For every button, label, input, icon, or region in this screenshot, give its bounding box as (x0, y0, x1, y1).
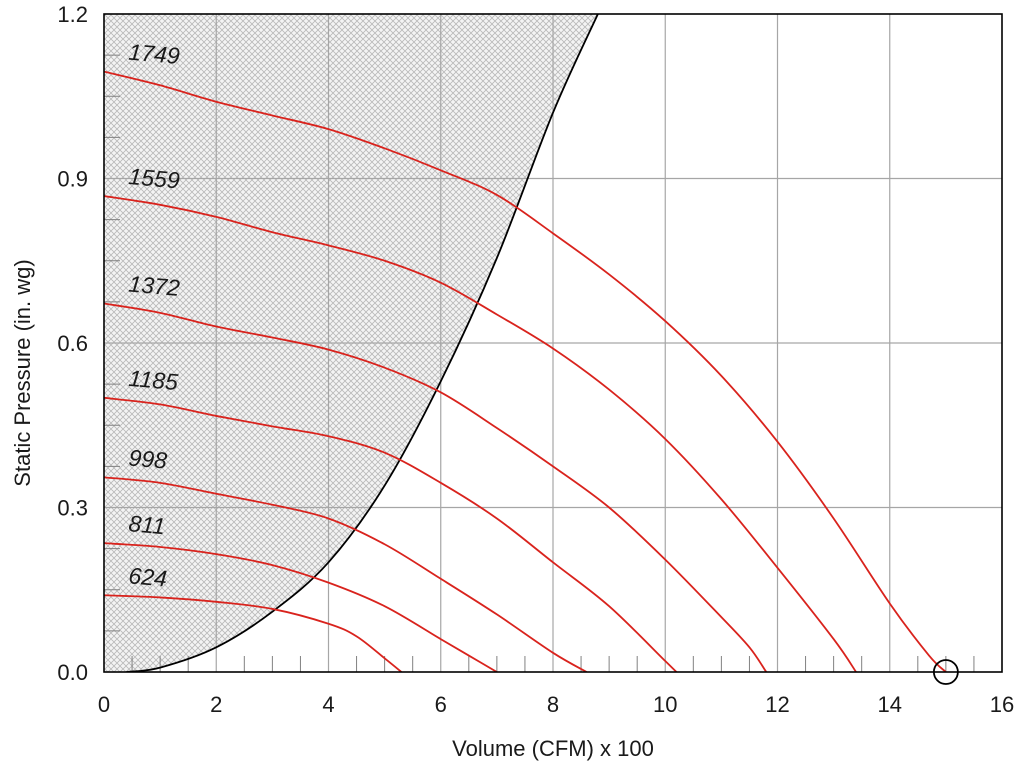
fan-curve-rpm-1559 (104, 195, 857, 672)
curve-label-rpm-1559: 1559 (128, 163, 181, 193)
y-tick-label: 1.2 (57, 2, 88, 27)
x-axis-title: Volume (CFM) x 100 (452, 736, 654, 761)
curve-labels: 624 811 998 1185 1372 1559 1749 (128, 39, 181, 592)
fan-curve-rpm-998 (104, 476, 588, 672)
y-axis-title: Static Pressure (in. wg) (10, 259, 35, 486)
y-tick-label: 0.9 (57, 167, 88, 192)
boundary-layer (126, 14, 599, 672)
fan-curve-rpm-624 (104, 594, 403, 672)
fan-curves (104, 70, 947, 672)
x-tick-label: 4 (322, 692, 334, 717)
stall-boundary-curve (126, 14, 599, 672)
fan-curve-rpm-1372 (104, 302, 768, 672)
x-tick-label: 16 (990, 692, 1014, 717)
fan-curve-rpm-1185 (104, 396, 678, 672)
curve-label-rpm-1185: 1185 (128, 365, 180, 395)
x-tick-label: 8 (547, 692, 559, 717)
tick-labels: 0 2 4 6 8 10 12 14 16 0.0 0.3 0.6 0.9 1.2 (57, 2, 1014, 717)
fan-curve-rpm-811 (104, 542, 498, 672)
x-tick-label: 0 (98, 692, 110, 717)
minor-ticks (104, 54, 975, 672)
plot-border (103, 13, 1003, 673)
curve-label-rpm-624: 624 (128, 562, 168, 591)
curve-label-rpm-1372: 1372 (128, 271, 181, 301)
x-tick-label: 2 (210, 692, 222, 717)
operating-point-marker (932, 659, 959, 685)
y-tick-label: 0.6 (57, 331, 88, 356)
y-tick-label: 0.3 (57, 496, 88, 521)
x-tick-label: 12 (765, 692, 789, 717)
y-tick-label: 0.0 (57, 660, 88, 685)
x-tick-label: 10 (653, 692, 677, 717)
x-tick-label: 14 (878, 692, 902, 717)
x-tick-label: 6 (435, 692, 447, 717)
fan-curve-rpm-1749 (104, 70, 947, 672)
curve-label-rpm-811: 811 (128, 510, 167, 539)
plot-frame (103, 13, 1003, 685)
curve-label-rpm-998: 998 (128, 444, 169, 473)
curve-label-rpm-1749: 1749 (128, 39, 181, 69)
